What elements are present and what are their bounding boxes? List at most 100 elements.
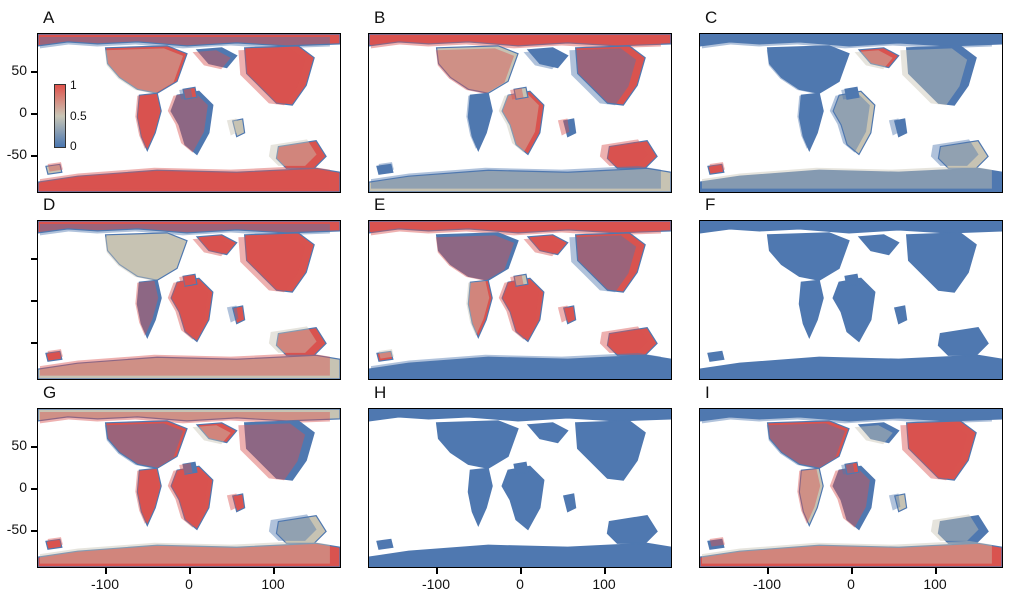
landmass xyxy=(844,86,860,100)
probability-patch xyxy=(766,48,846,94)
landmass xyxy=(844,461,860,475)
probability-patch xyxy=(569,48,637,106)
landmass xyxy=(905,45,977,106)
probability-patch xyxy=(709,162,725,172)
panel-label: D xyxy=(43,195,56,214)
y-tick-label: 50 xyxy=(11,62,27,78)
probability-patch xyxy=(498,278,539,340)
y-tick-label: 0 xyxy=(19,104,27,120)
y-tick-mark xyxy=(31,446,37,448)
landmass xyxy=(38,167,340,192)
probability-patch xyxy=(135,93,159,149)
colorbar-mid-label: 0.5 xyxy=(70,109,87,123)
probability-patch xyxy=(829,91,870,153)
landmass xyxy=(857,47,900,69)
x-tick-mark xyxy=(436,568,438,574)
x-tick-label: -100 xyxy=(421,576,451,592)
probability-patch xyxy=(167,466,208,528)
landmass xyxy=(844,273,860,287)
x-tick-label: 100 xyxy=(261,576,285,592)
landmass xyxy=(369,542,671,567)
probability-patch xyxy=(179,463,193,475)
probability-patch xyxy=(179,275,193,287)
map-panel xyxy=(699,220,1003,380)
probability-patch xyxy=(167,278,208,340)
landmass xyxy=(195,422,238,444)
probability-patch xyxy=(192,425,231,445)
panel-label: C xyxy=(705,8,718,27)
landmass xyxy=(369,354,671,379)
panel-label: B xyxy=(374,8,386,27)
paleogeographic-map xyxy=(38,221,340,379)
landmass xyxy=(38,354,340,379)
probability-patch xyxy=(557,118,570,136)
landmass xyxy=(832,90,876,156)
landmass xyxy=(832,277,876,343)
x-tick-label: 100 xyxy=(923,576,947,592)
panel-label: H xyxy=(374,383,387,402)
probability-patch xyxy=(179,88,193,100)
landmass xyxy=(136,92,162,153)
probability-patch xyxy=(930,139,979,166)
x-tick-label: 0 xyxy=(185,576,193,592)
landmass xyxy=(893,305,908,325)
probability-patch xyxy=(238,235,306,293)
landmass xyxy=(700,409,1002,422)
landmass xyxy=(513,461,529,475)
probability-patch xyxy=(370,36,661,49)
probability-patch xyxy=(854,50,893,70)
y-tick-label: 50 xyxy=(11,437,27,453)
probability-patch xyxy=(569,235,637,293)
probability-patch xyxy=(47,349,63,359)
x-tick-label: 0 xyxy=(847,576,855,592)
landmass xyxy=(170,465,214,531)
map-panel xyxy=(368,220,672,380)
probability-patch xyxy=(523,237,562,257)
panel-label: F xyxy=(705,195,716,214)
probability-patch xyxy=(888,118,901,136)
landmass xyxy=(562,305,577,325)
y-tick-mark xyxy=(31,488,37,490)
probability-patch xyxy=(888,493,901,511)
landmass xyxy=(243,420,315,481)
probability-patch xyxy=(841,463,855,475)
probability-patch xyxy=(226,493,239,511)
probability-patch xyxy=(766,423,846,469)
landmass xyxy=(700,34,1002,47)
x-tick-mark xyxy=(520,568,522,574)
x-tick-mark xyxy=(767,568,769,574)
y-tick-mark xyxy=(31,113,37,115)
probability-patch xyxy=(466,93,490,149)
landmass xyxy=(231,305,246,325)
probability-patch xyxy=(498,91,539,153)
landmass xyxy=(170,90,214,156)
landmass xyxy=(182,86,198,100)
probability-patch xyxy=(268,514,317,541)
probability-patch xyxy=(523,50,562,70)
probability-patch xyxy=(829,466,870,528)
landmass xyxy=(832,465,876,531)
landmass xyxy=(45,163,63,175)
landmass xyxy=(700,167,1002,192)
map-panel xyxy=(37,220,341,380)
landmass xyxy=(369,34,671,47)
map-panel xyxy=(37,408,341,568)
landmass xyxy=(574,232,646,293)
landmass xyxy=(501,277,545,343)
probability-patch xyxy=(378,349,394,359)
landmass xyxy=(38,34,340,47)
probability-patch xyxy=(854,425,893,445)
landmass xyxy=(38,542,340,567)
probability-patch xyxy=(39,36,330,49)
map-panel xyxy=(368,408,672,568)
landmass xyxy=(467,92,493,153)
landmass xyxy=(38,221,340,234)
panel-label: A xyxy=(43,8,55,27)
landmass xyxy=(243,45,315,106)
landmass xyxy=(45,538,63,550)
x-tick-label: -100 xyxy=(752,576,782,592)
probability-patch xyxy=(599,326,648,353)
landmass xyxy=(798,92,824,153)
x-tick-label: 100 xyxy=(592,576,616,592)
probability-patch xyxy=(599,139,648,166)
